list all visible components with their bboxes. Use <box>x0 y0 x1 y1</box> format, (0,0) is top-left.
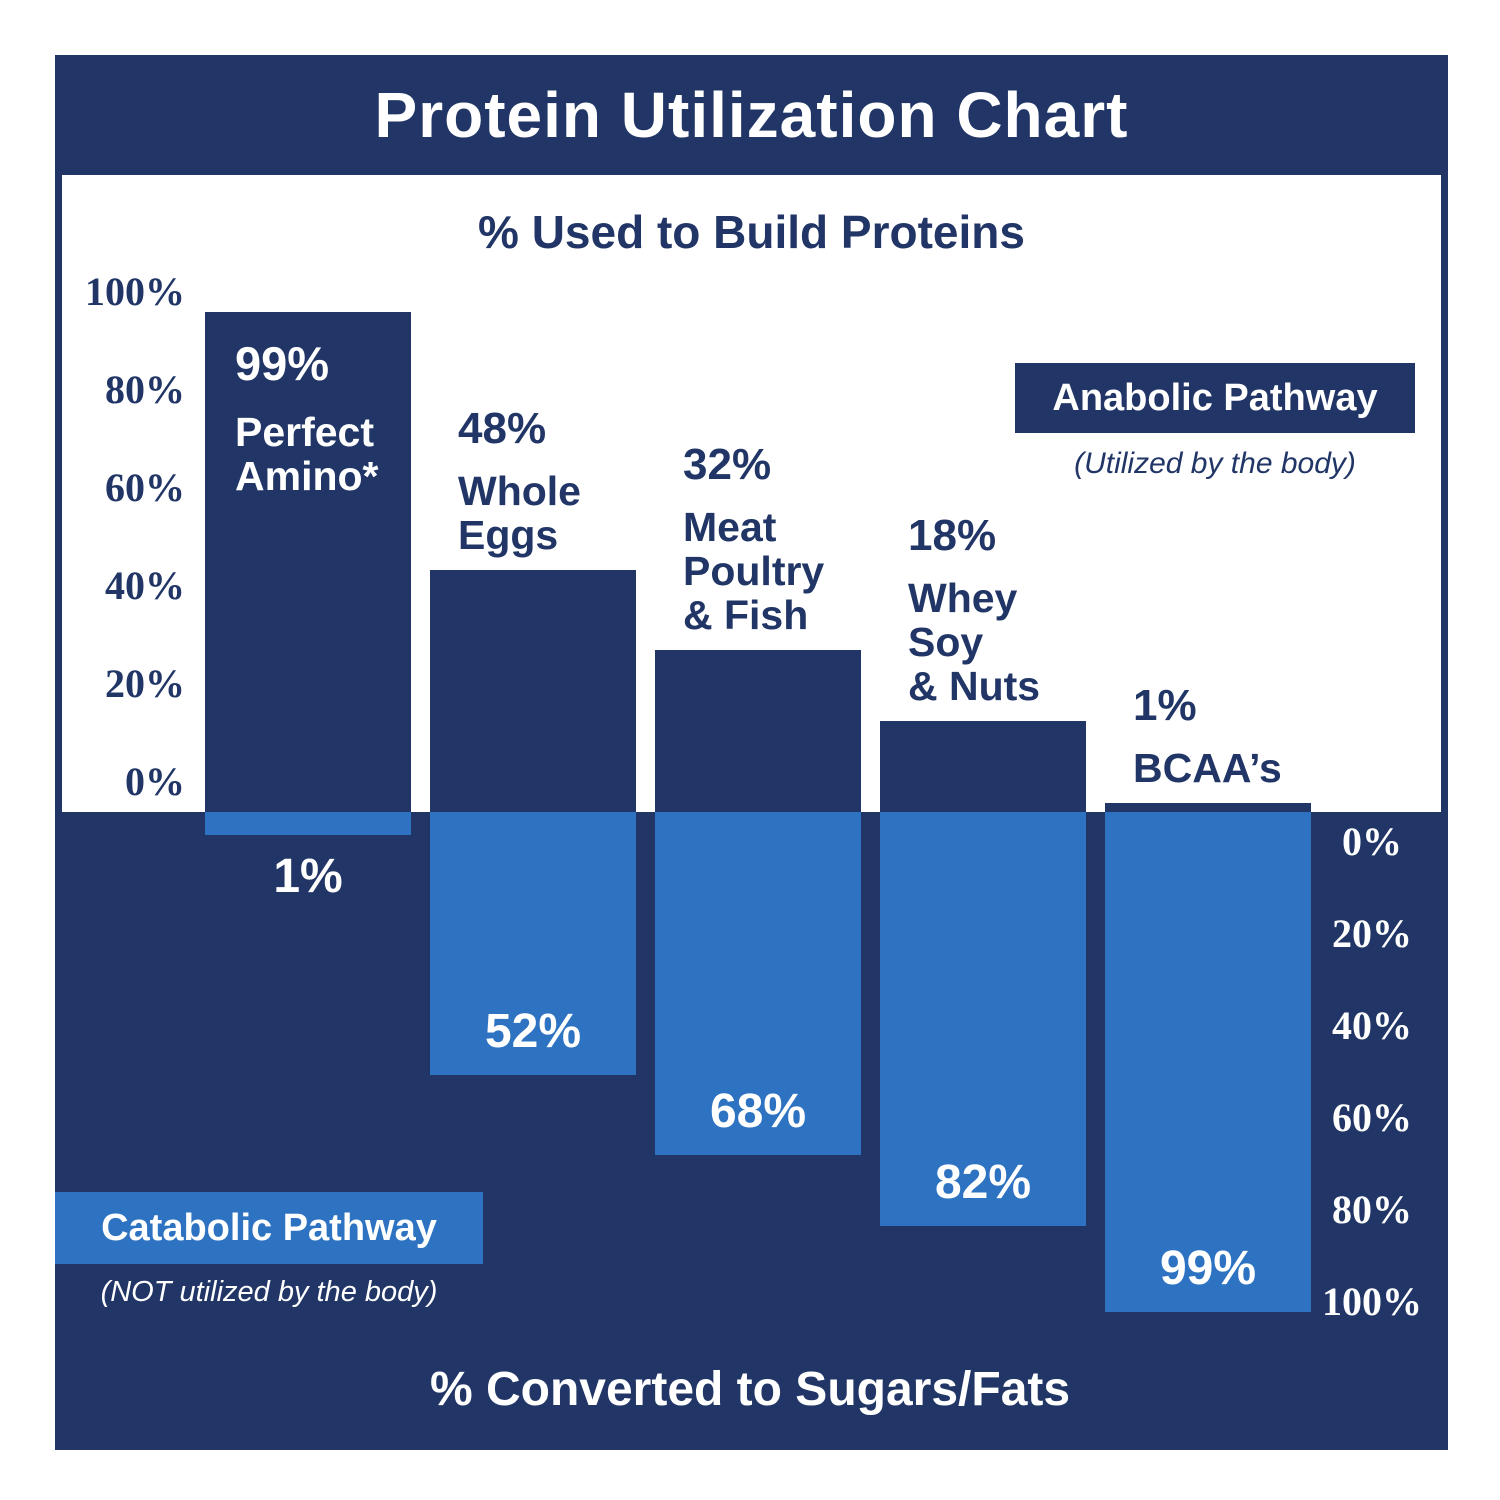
bar-catabolic-meat-poultry-fish <box>655 812 861 1155</box>
left-axis-tick: 20% <box>105 661 185 706</box>
bar-category-label: Perfect <box>235 409 375 455</box>
bar-label-whey-soy-nuts: 18% Whey Soy & Nuts <box>908 511 1040 709</box>
bar-label-perfect-amino: 99% Perfect Amino* <box>235 336 379 499</box>
bar-anabolic-meat-poultry-fish <box>655 650 861 812</box>
left-axis-tick: 100% <box>85 269 185 314</box>
right-axis-tick: 0% <box>1342 819 1402 864</box>
bar-catabolic-bcaa-s <box>1105 812 1311 1312</box>
bar-anabolic-value: 32% <box>683 440 772 490</box>
bar-catabolic-value-whole-eggs: 52% <box>484 1005 582 1058</box>
bar-category-label: & Nuts <box>908 663 1041 710</box>
bar-anabolic-perfect-amino <box>205 312 411 812</box>
chart-title: Protein Utilization Chart <box>374 79 1129 151</box>
bar-anabolic-whole-eggs <box>430 570 636 812</box>
bar-anabolic-bcaa-s <box>1105 803 1311 812</box>
bar-catabolic-whey-soy-nuts <box>880 812 1086 1226</box>
left-axis-tick: 40% <box>105 563 185 608</box>
right-axis-tick: 100% <box>1322 1279 1422 1324</box>
title-bar: Protein Utilization Chart <box>55 55 1448 175</box>
bar-anabolic-whey-soy-nuts <box>880 721 1086 812</box>
bar-catabolic-value-perfect-amino: 1% <box>273 850 343 903</box>
bar-anabolic-value: 99% <box>235 337 330 390</box>
bar-category-label: Eggs <box>458 512 559 559</box>
bar-catabolic-value-meat-poultry-fish: 68% <box>709 1085 807 1138</box>
bar-catabolic-perfect-amino <box>205 812 411 835</box>
right-axis-tick: 20% <box>1332 911 1412 956</box>
catabolic-legend-label: Catabolic Pathway <box>101 1206 437 1249</box>
anabolic-legend-caption: (Utilized by the body) <box>1074 447 1356 480</box>
catabolic-legend-caption: (NOT utilized by the body) <box>100 1276 438 1308</box>
bar-category-label: Whole <box>458 468 581 515</box>
left-axis-tick: 80% <box>105 367 185 412</box>
bar-label-bcaa-s: 1% BCAA’s <box>1133 681 1282 791</box>
bar-label-whole-eggs: 48% Whole Eggs <box>458 404 581 558</box>
bar-category-label: BCAA’s <box>1133 745 1282 792</box>
bar-category-label: Meat <box>683 504 777 551</box>
right-axis-tick: 40% <box>1332 1003 1412 1048</box>
lower-axis-title: % Converted to Sugars/Fats <box>429 1363 1071 1416</box>
right-axis-tick: 60% <box>1332 1095 1412 1140</box>
bar-anabolic-value: 1% <box>1133 681 1197 731</box>
right-axis-tick: 80% <box>1332 1187 1412 1232</box>
catabolic-legend: Catabolic Pathway <box>55 1192 483 1264</box>
bar-category-label: Whey <box>908 575 1018 622</box>
left-axis-tick: 60% <box>105 465 185 510</box>
bar-category-label: Poultry <box>683 548 825 595</box>
bar-category-label: Soy <box>908 619 984 666</box>
bar-category-label: & Fish <box>683 592 809 639</box>
left-axis-tick: 0% <box>125 759 185 804</box>
bar-catabolic-whole-eggs <box>430 812 636 1075</box>
upper-axis-title: % Used to Build Proteins <box>478 206 1025 258</box>
bar-anabolic-value: 18% <box>908 511 997 561</box>
bar-catabolic-value-whey-soy-nuts: 82% <box>934 1156 1032 1209</box>
bar-label-meat-poultry-fish: 32% Meat Poultry & Fish <box>683 440 824 638</box>
bar-catabolic-value-bcaa-s: 99% <box>1159 1242 1257 1295</box>
anabolic-legend-label: Anabolic Pathway <box>1052 376 1378 419</box>
anabolic-legend: Anabolic Pathway <box>1015 363 1415 433</box>
bar-anabolic-value: 48% <box>458 404 547 454</box>
bar-category-label: Amino* <box>235 452 379 499</box>
